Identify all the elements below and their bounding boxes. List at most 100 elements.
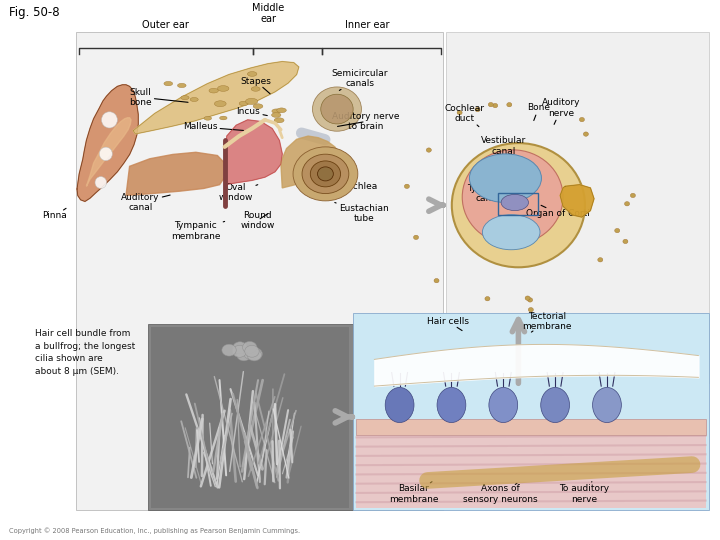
Ellipse shape: [245, 346, 259, 357]
Text: Auditory
nerve: Auditory nerve: [542, 98, 581, 124]
Text: Round
window: Round window: [240, 211, 275, 230]
Ellipse shape: [271, 113, 281, 117]
Ellipse shape: [102, 112, 117, 128]
Text: Tympanic
canal: Tympanic canal: [467, 184, 510, 203]
Ellipse shape: [475, 107, 480, 112]
Ellipse shape: [233, 342, 247, 354]
Ellipse shape: [215, 101, 226, 107]
Bar: [353, 313, 709, 510]
Bar: [148, 324, 353, 510]
Ellipse shape: [204, 117, 212, 120]
FancyArrowPatch shape: [302, 133, 325, 140]
Ellipse shape: [302, 154, 348, 193]
Ellipse shape: [321, 94, 354, 124]
Text: Middle
ear: Middle ear: [253, 3, 284, 24]
Ellipse shape: [312, 87, 361, 131]
Ellipse shape: [178, 83, 186, 87]
Bar: [446, 32, 709, 383]
Ellipse shape: [485, 296, 490, 301]
Text: Auditory
canal: Auditory canal: [121, 193, 170, 212]
Bar: [356, 418, 706, 435]
Ellipse shape: [457, 111, 462, 115]
Ellipse shape: [217, 86, 229, 91]
Ellipse shape: [243, 347, 258, 359]
Ellipse shape: [525, 296, 530, 300]
Ellipse shape: [233, 346, 247, 357]
Text: Cochlear
duct: Cochlear duct: [444, 104, 485, 127]
Ellipse shape: [583, 132, 588, 136]
Text: Stapes: Stapes: [240, 77, 271, 94]
Text: Eustachian
tube: Eustachian tube: [335, 202, 389, 223]
Text: To auditory
nerve: To auditory nerve: [559, 482, 610, 504]
Ellipse shape: [413, 235, 418, 240]
Ellipse shape: [593, 388, 621, 422]
Text: Malleus: Malleus: [183, 123, 243, 131]
Ellipse shape: [437, 388, 466, 422]
Ellipse shape: [469, 154, 541, 202]
Text: Inner ear: Inner ear: [345, 19, 390, 30]
Ellipse shape: [528, 308, 534, 312]
Ellipse shape: [489, 388, 518, 422]
FancyArrowPatch shape: [428, 464, 692, 481]
Ellipse shape: [274, 118, 284, 123]
Ellipse shape: [318, 167, 333, 181]
Bar: [356, 435, 706, 508]
Ellipse shape: [615, 228, 620, 233]
Polygon shape: [86, 118, 131, 186]
Ellipse shape: [310, 161, 341, 187]
Ellipse shape: [405, 184, 410, 188]
Text: Cochlea: Cochlea: [336, 179, 378, 191]
Text: Copyright © 2008 Pearson Education, Inc., publishing as Pearson Benjamin Cumming: Copyright © 2008 Pearson Education, Inc.…: [9, 527, 300, 534]
Ellipse shape: [246, 98, 258, 105]
Bar: [498, 193, 538, 215]
Ellipse shape: [541, 388, 570, 422]
Polygon shape: [77, 85, 138, 201]
Text: Oval
window: Oval window: [219, 183, 258, 202]
Ellipse shape: [623, 239, 628, 244]
Ellipse shape: [181, 96, 189, 100]
Ellipse shape: [164, 82, 173, 86]
Text: Incus: Incus: [237, 107, 267, 116]
Polygon shape: [126, 152, 225, 195]
Ellipse shape: [220, 116, 227, 120]
Ellipse shape: [385, 388, 414, 422]
Ellipse shape: [248, 72, 257, 76]
Text: Hair cell bundle from
a bullfrog; the longest
cilia shown are
about 8 μm (SEM).: Hair cell bundle from a bullfrog; the lo…: [35, 329, 135, 376]
Ellipse shape: [251, 87, 260, 91]
Ellipse shape: [624, 201, 629, 206]
Ellipse shape: [248, 348, 262, 360]
Text: Semicircular
canals: Semicircular canals: [332, 69, 388, 90]
Ellipse shape: [239, 102, 248, 106]
Ellipse shape: [482, 215, 540, 250]
Ellipse shape: [293, 147, 358, 201]
Polygon shape: [281, 136, 342, 188]
Text: Axons of
sensory neurons: Axons of sensory neurons: [463, 483, 538, 504]
Text: Vestibular
canal: Vestibular canal: [482, 136, 526, 156]
Polygon shape: [225, 120, 282, 185]
Ellipse shape: [452, 143, 585, 267]
Ellipse shape: [243, 341, 257, 353]
Text: Skull
bone: Skull bone: [129, 87, 188, 107]
Ellipse shape: [95, 177, 107, 188]
Bar: [76, 32, 443, 510]
Ellipse shape: [247, 349, 261, 361]
Ellipse shape: [501, 194, 528, 211]
Polygon shape: [560, 185, 594, 217]
Ellipse shape: [99, 147, 112, 161]
Ellipse shape: [222, 344, 236, 356]
Ellipse shape: [272, 109, 281, 113]
Ellipse shape: [253, 104, 263, 109]
Ellipse shape: [631, 193, 636, 198]
Text: Hair cells: Hair cells: [427, 317, 469, 330]
Text: Fig. 50-8: Fig. 50-8: [9, 6, 59, 19]
Ellipse shape: [276, 108, 287, 113]
Ellipse shape: [434, 279, 439, 283]
Ellipse shape: [507, 103, 512, 107]
Text: Bone: Bone: [527, 104, 550, 120]
Text: Tympanic
membrane: Tympanic membrane: [171, 221, 225, 241]
Ellipse shape: [237, 349, 251, 361]
Text: Pinna: Pinna: [42, 208, 66, 220]
Polygon shape: [133, 62, 299, 134]
Ellipse shape: [598, 258, 603, 262]
Text: Tectorial
membrane: Tectorial membrane: [523, 312, 572, 332]
